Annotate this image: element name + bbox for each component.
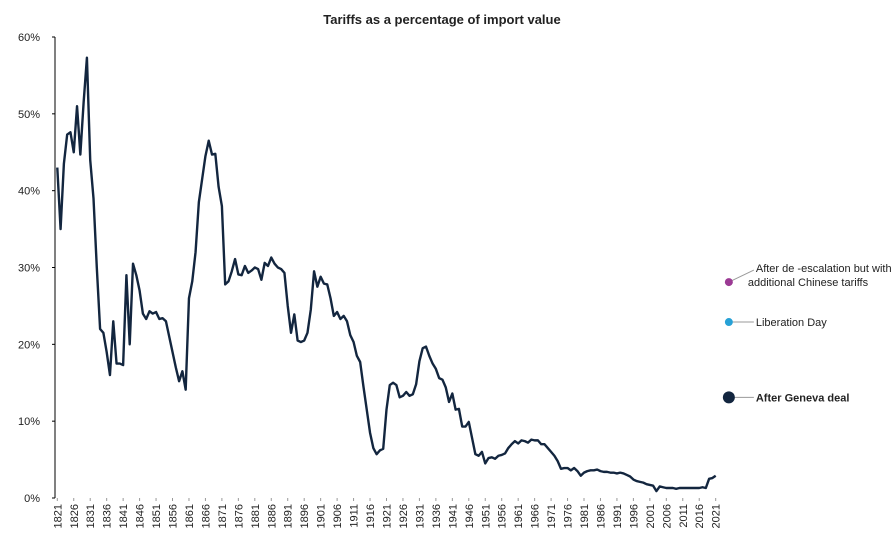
x-tick-label: 1916 [365,504,377,528]
point-label-line: additional Chinese tariffs [748,277,869,289]
x-tick-label: 2001 [645,504,657,528]
x-tick-label: 1836 [102,504,114,528]
point-label-line: After Geneva deal [756,392,850,404]
x-tick-label: 1971 [546,504,558,528]
point-label: After de -escalation but with additional … [748,263,892,289]
x-tick-label: 1881 [250,504,262,528]
x-tick-label: 1931 [414,504,426,528]
x-tick-label: 1866 [200,504,212,528]
point-label: Liberation Day [756,317,827,329]
x-tick-label: 1921 [381,504,393,528]
x-tick-label: 1826 [69,504,81,528]
leader-line [728,269,755,283]
x-tick-label: 1986 [595,504,607,528]
x-tick-label: 1876 [233,504,245,528]
x-tick-label: 1961 [513,504,525,528]
x-tick-label: 1846 [135,504,147,528]
x-tick-label: 1896 [299,504,311,528]
x-tick-label: 1936 [431,504,443,528]
x-tick-label: 1821 [52,504,64,528]
chart-title: Tariffs as a percentage of import value [323,12,560,27]
point [724,318,733,327]
x-tick-label: 1991 [612,504,624,528]
y-tick-label: 20% [18,339,40,351]
x-tick-label: 1891 [283,504,295,528]
y-tick-label: 10% [18,416,40,428]
y-tick-label: 60% [18,32,40,44]
point-label-line: After de -escalation but with [756,263,892,275]
x-tick-label: 2016 [694,504,706,528]
x-tick-label: 1981 [579,504,591,528]
x-tick-label: 1886 [266,504,278,528]
point-label-line: Liberation Day [756,317,827,329]
point [724,278,733,287]
x-tick-label: 1871 [217,504,229,528]
y-tick-label: 40% [18,186,40,198]
x-tick-label: 1976 [563,504,575,528]
x-tick-label: 1966 [530,504,542,528]
y-tick-label: 50% [18,109,40,121]
x-tick-label: 1906 [332,504,344,528]
x-tick-label: 1951 [480,504,492,528]
x-tick-label: 1831 [85,504,97,528]
x-tick-label: 2021 [711,504,723,528]
x-tick-label: 1946 [464,504,476,528]
x-tick-label: 2011 [678,504,690,528]
x-tick-label: 1901 [316,504,328,528]
x-tick-label: 2006 [661,504,673,528]
point [722,391,735,404]
x-tick-label: 1956 [497,504,509,528]
x-tick-label: 1941 [447,504,459,528]
x-tick-label: 1996 [628,504,640,528]
y-tick-label: 30% [18,263,40,275]
x-tick-label: 1861 [184,504,196,528]
x-tick-label: 1856 [168,504,180,528]
point-label: After Geneva deal [756,392,850,404]
line [56,56,717,493]
y-tick-label: 0% [24,493,40,505]
x-tick-label: 1851 [151,504,163,528]
x-tick-label: 1911 [349,504,361,528]
x-tick-label: 1926 [398,504,410,528]
x-tick-label: 1841 [118,504,130,528]
